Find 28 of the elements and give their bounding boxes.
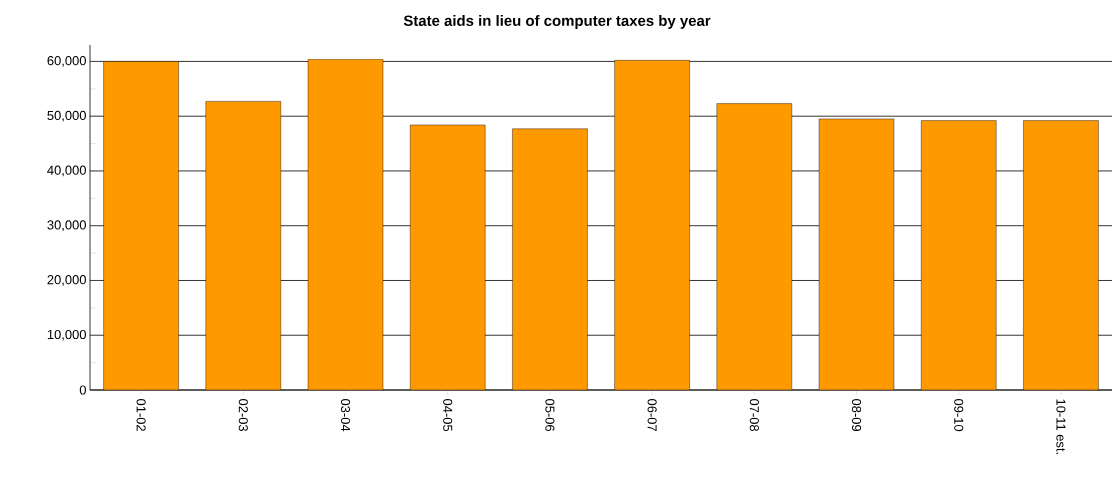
y-tick-label: 60,000	[47, 56, 86, 67]
bar	[1023, 120, 1099, 390]
bar	[716, 103, 792, 390]
bar	[614, 60, 690, 390]
bar	[512, 128, 588, 390]
x-tick-label: 04-05	[443, 399, 453, 432]
bar	[921, 120, 997, 390]
x-tick-label: 07-08	[749, 399, 759, 432]
x-tick-label: 08-09	[851, 399, 862, 432]
x-tick-label: 06-07	[647, 399, 657, 431]
x-tick-label: 02-03	[238, 399, 248, 432]
y-tick-label: 0	[79, 385, 86, 395]
y-tick-label: 40,000	[47, 165, 86, 177]
x-tick-label: 03-04	[340, 399, 351, 432]
bar	[819, 118, 895, 390]
x-tick-label: 05-06	[545, 399, 555, 432]
bar	[308, 59, 384, 390]
bar	[205, 101, 281, 390]
y-tick-label: 30,000	[47, 220, 86, 232]
chart-title: State aids in lieu of computer taxes by year	[403, 15, 711, 29]
y-tick-label: 50,000	[47, 110, 86, 122]
x-tick-label: 09-10	[954, 399, 964, 432]
y-tick-label: 20,000	[47, 275, 86, 286]
x-tick-label: 01-02	[136, 399, 146, 431]
bar	[410, 124, 486, 390]
x-tick-label: 10-11 est.	[1056, 399, 1066, 454]
bar	[103, 61, 179, 390]
y-tick-label: 10,000	[47, 329, 86, 341]
